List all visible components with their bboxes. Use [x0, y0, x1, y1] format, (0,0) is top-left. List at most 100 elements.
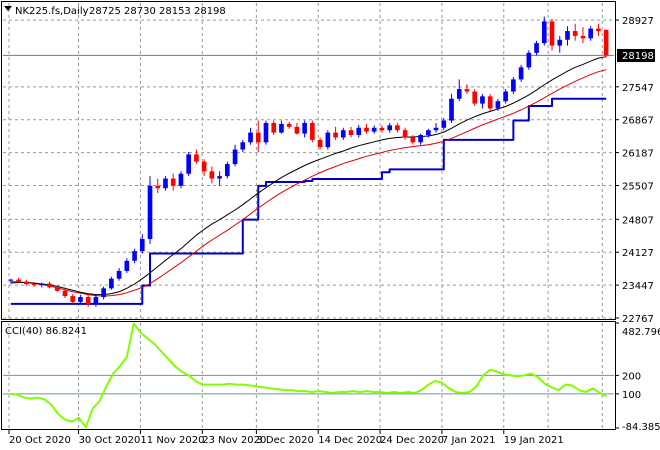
- price-tick-label: 26867: [622, 116, 654, 127]
- candle-body: [109, 278, 114, 289]
- candle-body: [402, 130, 408, 138]
- stop-line-path: [10, 97, 607, 305]
- candle-body: [480, 96, 485, 104]
- candle-body: [155, 185, 161, 189]
- candle-body: [116, 270, 122, 279]
- candle-body: [418, 135, 423, 143]
- candle-body: [364, 127, 369, 132]
- candle-body: [163, 178, 168, 189]
- candle-body: [526, 52, 532, 68]
- symbol-label: NK225.fs,Daily: [15, 6, 89, 17]
- candle-body: [449, 98, 454, 121]
- stop-line: [10, 97, 607, 305]
- price-tick-label: 24807: [622, 215, 654, 226]
- candle-body: [279, 123, 284, 133]
- candle-body: [310, 122, 315, 140]
- candle-body: [596, 28, 601, 32]
- candle-body: [124, 260, 130, 271]
- candle-body: [78, 297, 83, 302]
- candle-body: [387, 125, 392, 131]
- candle-body: [503, 91, 508, 102]
- cci-tick-label: 200: [622, 371, 641, 382]
- candle-body: [572, 31, 578, 36]
- candle-body: [194, 154, 199, 162]
- current-price-tag: [617, 49, 655, 62]
- candle-body: [511, 79, 516, 92]
- time-tick-label: 3 Dec 2020: [256, 435, 314, 446]
- time-tick-label: 23 Nov 2020: [202, 435, 266, 446]
- candle-body: [317, 139, 323, 148]
- candle-body: [62, 290, 68, 297]
- price-tick-label: 23447: [622, 281, 654, 292]
- candle-body: [426, 130, 431, 136]
- price-tick-label: 24127: [622, 248, 654, 259]
- grid-lines: [3, 3, 614, 428]
- candle-body: [302, 122, 307, 134]
- time-tick-label: 19 Jan 2021: [504, 435, 564, 446]
- candle-body: [541, 21, 547, 44]
- cci-tick-label: -84.3857: [622, 422, 660, 433]
- candle-body: [139, 239, 145, 252]
- cci-tick-label: 100: [622, 390, 641, 401]
- candle-body: [549, 21, 555, 46]
- candle-body: [217, 176, 222, 179]
- cci-axis: 482.7966 200 100 -84.3857: [615, 322, 660, 433]
- candle-body: [255, 132, 261, 143]
- candle-body: [132, 251, 137, 261]
- price-panel: [1, 1, 616, 320]
- candle-body: [294, 126, 300, 134]
- candle-body: [348, 130, 354, 136]
- candle-body: [495, 101, 501, 109]
- candle-body: [379, 127, 385, 131]
- dropdown-triangle-icon[interactable]: [4, 6, 12, 11]
- candle-body: [70, 296, 76, 302]
- candle-body: [31, 283, 37, 285]
- candle-body: [433, 127, 439, 131]
- candle-body: [93, 297, 99, 305]
- candle-body: [39, 283, 45, 285]
- candle-body: [340, 130, 346, 138]
- candle-body: [487, 96, 493, 109]
- ma-fast-path: [10, 56, 607, 296]
- candle-body: [534, 43, 539, 53]
- price-tick-label: 28927: [622, 16, 654, 27]
- candle-body: [603, 29, 609, 56]
- price-tick-label: 26187: [622, 149, 654, 160]
- candle-body: [201, 161, 207, 172]
- candle-body: [472, 91, 478, 104]
- candle-body: [16, 279, 21, 282]
- candle-body: [225, 164, 230, 177]
- price-tick-label: 27547: [622, 83, 654, 94]
- candle-body: [565, 31, 570, 40]
- candle-body: [464, 89, 470, 92]
- candle-body: [248, 132, 253, 143]
- moving-average-fast: [10, 56, 607, 296]
- candle-body: [8, 279, 14, 281]
- candle-body: [101, 288, 106, 298]
- moving-average-slow: [10, 69, 607, 297]
- candle-body: [178, 173, 184, 186]
- candle-body: [286, 123, 292, 127]
- candle-body: [186, 154, 191, 174]
- candle-body: [410, 137, 416, 143]
- candle-body: [147, 185, 153, 240]
- candle-body: [209, 171, 215, 179]
- cci-line-path: [10, 322, 608, 429]
- cci-line: [10, 322, 608, 429]
- candle-body: [395, 125, 400, 131]
- candle-body: [333, 132, 338, 138]
- candle-body: [170, 178, 176, 186]
- time-tick-label: 14 Dec 2020: [318, 435, 382, 446]
- time-tick-label: 30 Oct 2020: [79, 435, 141, 446]
- candle-body: [85, 297, 91, 305]
- price-axis: 28927 27547 26867 26187 25507 24807 24127 23447…: [615, 16, 654, 325]
- time-tick-label: 7 Jan 2021: [442, 435, 496, 446]
- candle-body: [271, 122, 277, 133]
- time-tick-label: 24 Dec 2020: [380, 435, 444, 446]
- candle-body: [456, 89, 462, 99]
- ma-slow-path: [10, 69, 607, 297]
- candle-body: [371, 127, 377, 132]
- candle-body: [580, 35, 586, 39]
